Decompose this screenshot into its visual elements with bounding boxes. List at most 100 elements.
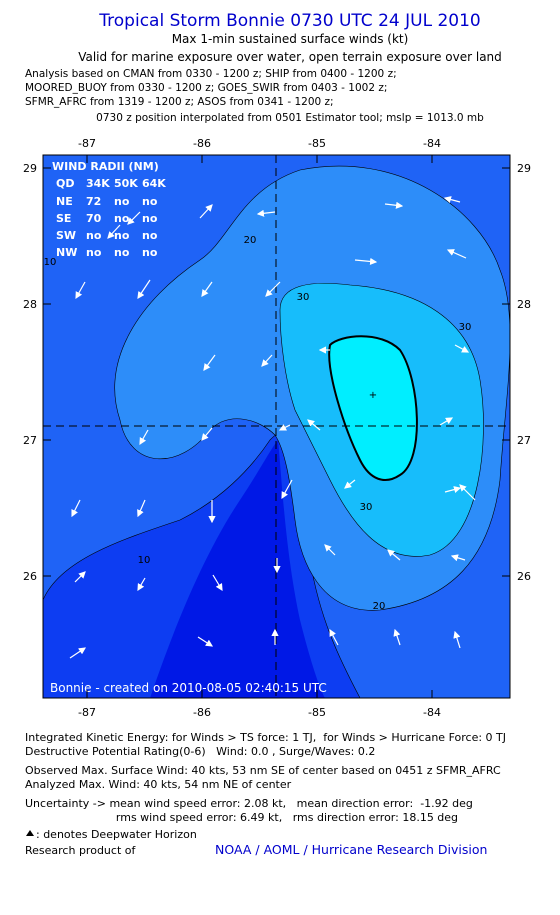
- wind-radii-cell: 70: [86, 212, 102, 225]
- x-tick-label: -86: [193, 706, 211, 719]
- wind-arrow: [387, 549, 401, 561]
- wind-radii-title: WIND RADII (NM): [52, 160, 159, 173]
- wind-radii-header: QD: [56, 177, 74, 190]
- wind-radii-header: 50K: [114, 177, 138, 190]
- x-tick-label: -87: [78, 706, 96, 719]
- wind-radii-cell: SE: [56, 212, 71, 225]
- wind-arrow: [139, 429, 149, 446]
- wind-arrow: [329, 628, 339, 646]
- wind-arrow: [265, 281, 281, 297]
- wind-arrow: [199, 204, 213, 219]
- y-tick-label: 29: [23, 162, 37, 175]
- wind-arrow: [75, 281, 86, 300]
- wind-arrow: [201, 427, 213, 441]
- wind-arrow: [393, 628, 401, 646]
- x-tick-label: -85: [308, 137, 326, 150]
- y-tick-label: 26: [23, 570, 37, 583]
- wind-arrow: [261, 354, 273, 367]
- y-tick-label: 27: [23, 434, 37, 447]
- contour-label: 20: [373, 601, 386, 612]
- wind-arrow: [344, 479, 356, 489]
- wind-radii-header: 34K: [86, 177, 110, 190]
- credit: Bonnie - created on 2010-08-05 02:40:15 …: [50, 681, 327, 695]
- wind-arrow: [71, 499, 81, 518]
- y-tick-label: 28: [517, 298, 531, 311]
- footer-line: Integrated Kinetic Energy: for Winds > T…: [25, 731, 506, 744]
- x-tick-label: -86: [193, 137, 211, 150]
- wind-arrow: [453, 630, 461, 649]
- footer-line: Analyzed Max. Wind: 40 kts, 54 nm NE of …: [25, 778, 292, 791]
- title: Tropical Storm Bonnie 0730 UTC 24 JUL 20…: [98, 11, 480, 31]
- position-note: 0730 z position interpolated from 0501 E…: [96, 112, 484, 124]
- wind-radii-cell: 72: [86, 195, 101, 208]
- footer-line: Observed Max. Surface Wind: 40 kts, 53 n…: [25, 764, 501, 777]
- x-tick-label: -84: [423, 137, 441, 150]
- research-note: Research product of: [25, 844, 136, 857]
- wind-arrow: [69, 647, 86, 659]
- wind-arrow: [450, 554, 466, 562]
- wind-arrow: [201, 281, 213, 297]
- wind-radii-cell: no: [142, 246, 158, 259]
- wind-arrow: [278, 424, 291, 431]
- map-frame: [42, 154, 511, 699]
- wind-radii-cell: no: [86, 229, 102, 242]
- contour-label: 30: [297, 292, 310, 303]
- wind-arrow: [137, 499, 146, 518]
- contour-label: 30: [459, 322, 472, 333]
- legend-note: : denotes Deepwater Horizon: [36, 828, 197, 841]
- map: + 20 30 30 30 20 10 10: [43, 155, 510, 698]
- y-tick-label: 28: [23, 298, 37, 311]
- wind-radii-cell: no: [114, 212, 130, 225]
- wind-radii-cell: NE: [56, 195, 73, 208]
- wind-radii-cell: no: [142, 195, 158, 208]
- wind-arrows: [69, 196, 476, 659]
- analysis-line: MOORED_BUOY from 0330 - 1200 z; GOES_SWI…: [25, 82, 387, 94]
- wind-radii-cell: NW: [56, 246, 77, 259]
- wind-radii-cell: no: [114, 229, 130, 242]
- wind-arrow: [203, 354, 216, 371]
- footer-line: rms wind speed error: 6.49 kt, rms direc…: [25, 811, 458, 824]
- valid-note: Valid for marine exposure over water, op…: [78, 50, 502, 64]
- wind-arrow: [439, 417, 454, 426]
- wind-arrow: [354, 257, 378, 266]
- noaa-link[interactable]: NOAA / AOML / Hurricane Research Divisio…: [215, 842, 487, 857]
- y-tick-label: 26: [517, 570, 531, 583]
- contour-5: [150, 440, 325, 698]
- wind-arrow: [459, 484, 476, 501]
- wind-arrow: [197, 636, 214, 647]
- wind-arrow: [137, 577, 146, 592]
- wind-arrow: [384, 201, 404, 209]
- deepwater-icon: [26, 830, 34, 836]
- wind-arrow: [107, 224, 121, 239]
- wind-radii-header: 64K: [142, 177, 166, 190]
- contour-max: [328, 335, 418, 481]
- wind-radii-cell: no: [114, 195, 130, 208]
- analysis-line: Analysis based on CMAN from 0330 - 1200 …: [25, 68, 397, 80]
- x-tick-label: -84: [423, 706, 441, 719]
- subtitle: Max 1-min sustained surface winds (kt): [172, 32, 409, 46]
- wind-arrow: [74, 571, 86, 583]
- wind-arrow: [256, 209, 276, 217]
- footer-line: Uncertainty -> mean wind speed error: 2.…: [25, 797, 473, 810]
- analysis-line: SFMR_AFRC from 1319 - 1200 z; ASOS from …: [25, 96, 334, 108]
- wind-arrow: [324, 544, 336, 556]
- wind-arrow: [444, 486, 462, 494]
- x-tick-label: -87: [78, 137, 96, 150]
- contour-label: 10: [138, 555, 151, 566]
- y-tick-label: 29: [517, 162, 531, 175]
- wind-arrow: [443, 196, 461, 204]
- contour-labels: 20 30 30 30 20 10 10: [44, 235, 472, 612]
- wind-radii-cell: no: [114, 246, 130, 259]
- wind-arrow: [307, 419, 321, 431]
- wind-arrow: [137, 279, 151, 299]
- contour-label: 10: [44, 257, 57, 268]
- wind-arrow: [281, 479, 293, 500]
- wind-arrow: [212, 574, 223, 592]
- wind-radii-cell: SW: [56, 229, 76, 242]
- x-tick-label: -85: [308, 706, 326, 719]
- contour-label: 30: [360, 502, 373, 513]
- wind-arrow: [454, 344, 470, 353]
- wind-arrow: [127, 211, 141, 225]
